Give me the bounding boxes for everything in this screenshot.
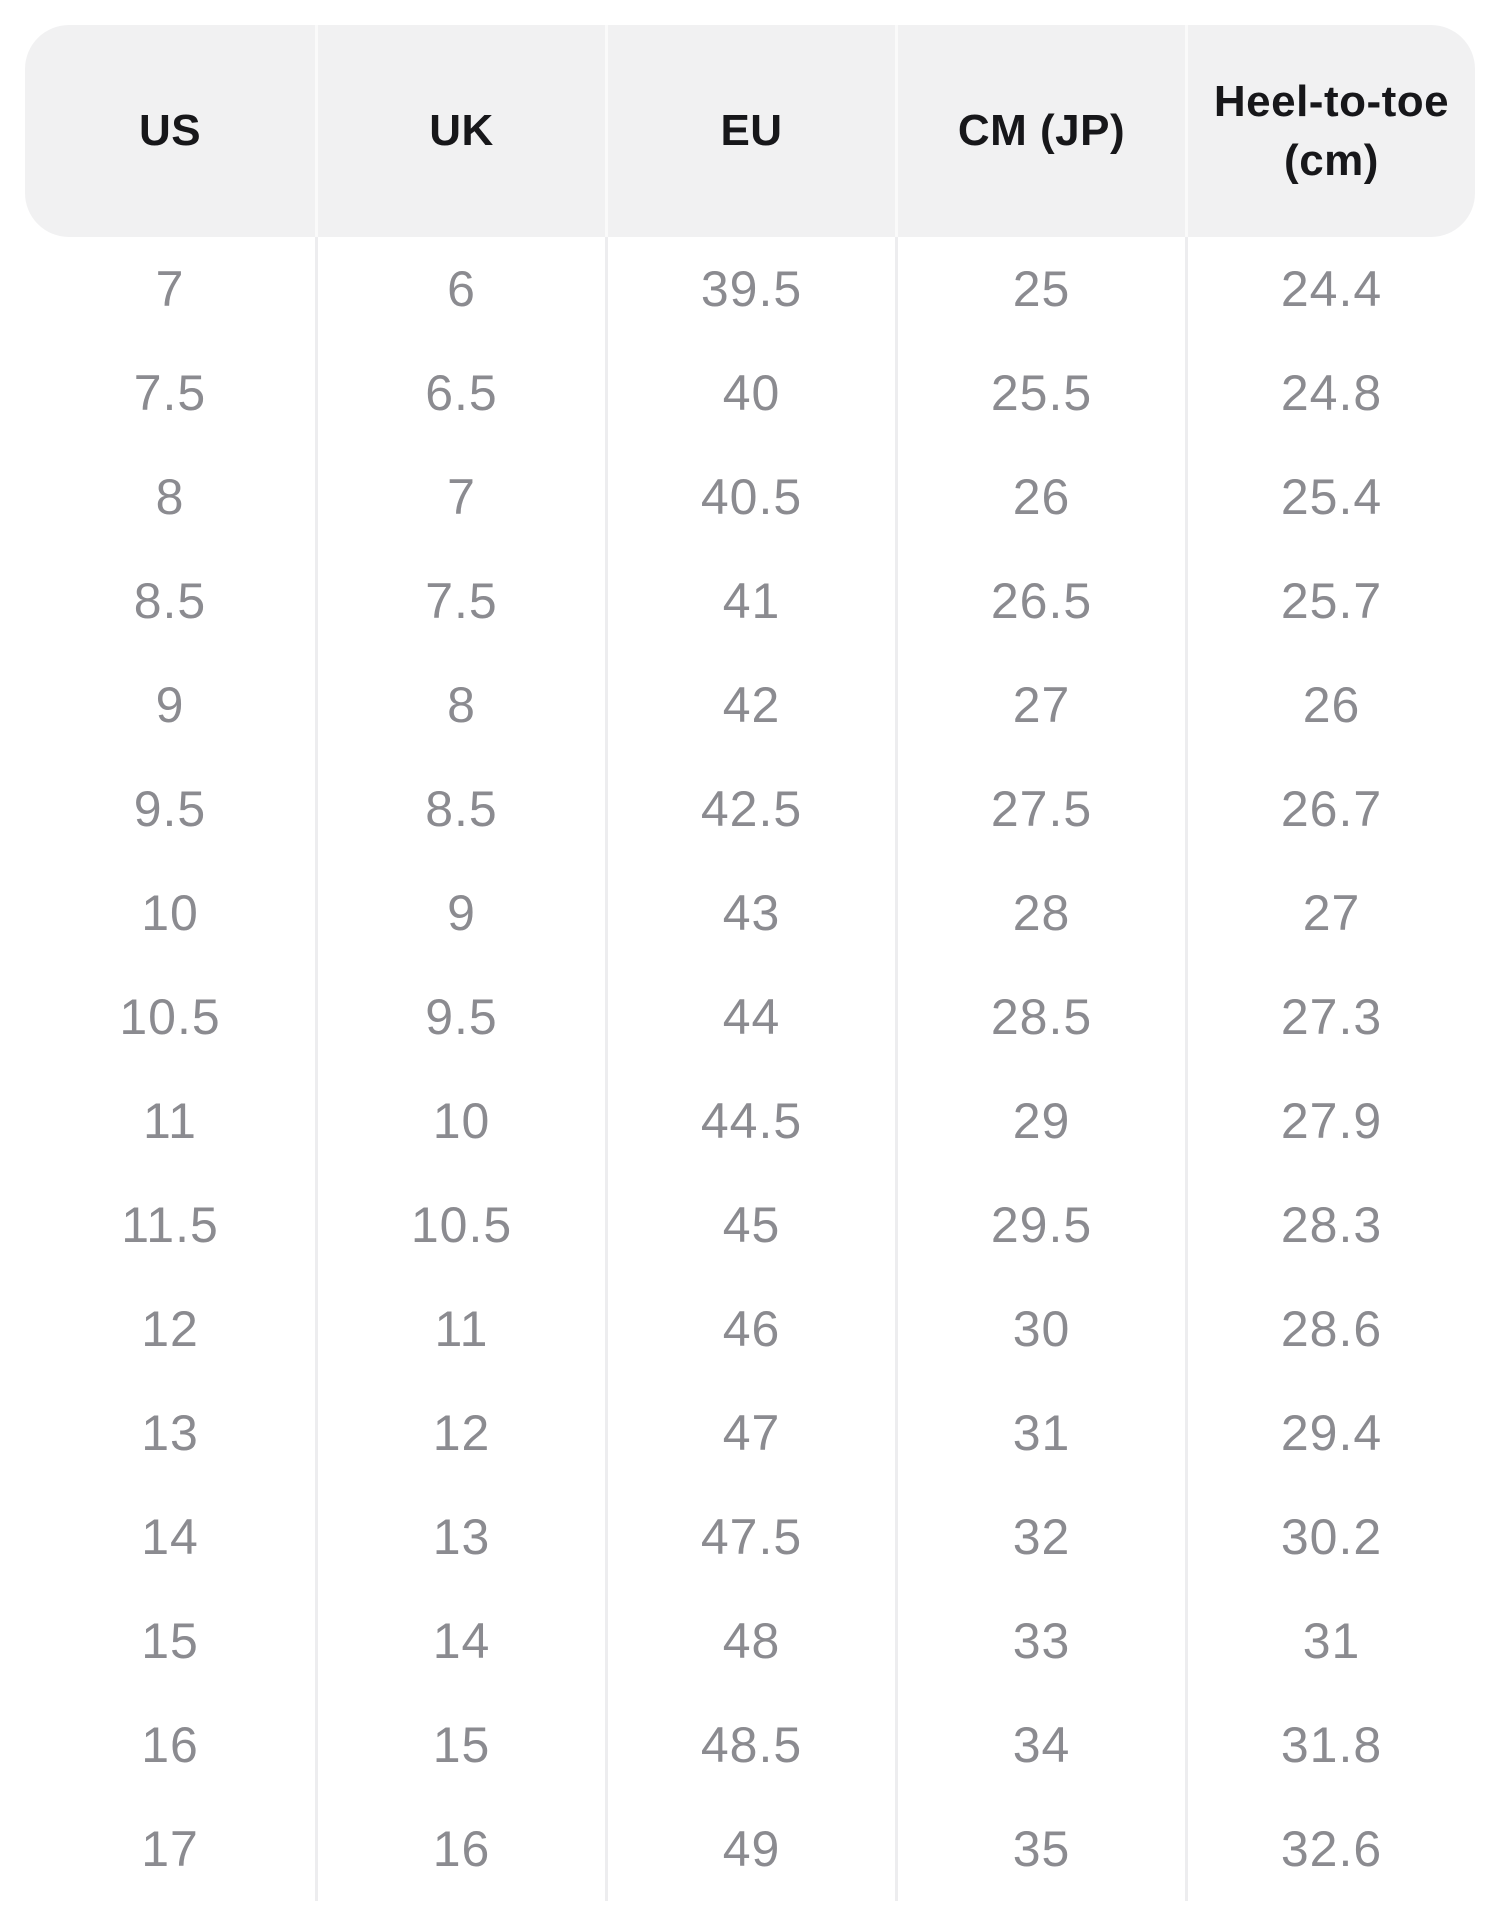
table-cell: 8 bbox=[155, 469, 185, 525]
table-cell: 27.9 bbox=[1185, 1069, 1475, 1173]
table-cell: 7 bbox=[315, 445, 605, 549]
table-cell: 30 bbox=[895, 1277, 1185, 1381]
header-cell-uk: UK bbox=[315, 25, 605, 237]
table-cell: 26.5 bbox=[895, 549, 1185, 653]
table-cell: 8.5 bbox=[315, 757, 605, 861]
table-cell: 27 bbox=[895, 653, 1185, 757]
table-cell: 26 bbox=[895, 445, 1185, 549]
table-cell: 31 bbox=[1185, 1589, 1475, 1693]
table-cell: 16 bbox=[141, 1717, 199, 1773]
table-cell: 12 bbox=[315, 1381, 605, 1485]
table-cell: 10 bbox=[315, 1069, 605, 1173]
table-cell: 7 bbox=[155, 261, 185, 317]
table-cell: 28.6 bbox=[1185, 1277, 1475, 1381]
table-cell: 29.4 bbox=[1185, 1381, 1475, 1485]
table-cell: 27 bbox=[1185, 861, 1475, 965]
table-cell: 47.5 bbox=[605, 1485, 895, 1589]
header-cell-heel-to-toe: Heel-to-toe (cm) bbox=[1185, 25, 1475, 237]
table-cell: 40 bbox=[605, 341, 895, 445]
table-cell: 28 bbox=[895, 861, 1185, 965]
table-cell: 13 bbox=[141, 1405, 199, 1461]
table-cell: 28.3 bbox=[1185, 1173, 1475, 1277]
table-cell: 12 bbox=[141, 1301, 199, 1357]
table-cell: 8 bbox=[315, 653, 605, 757]
table-cell: 35 bbox=[895, 1797, 1185, 1901]
table-cell: 9.5 bbox=[315, 965, 605, 1069]
table-cell: 8.5 bbox=[133, 573, 207, 629]
table-cell: 34 bbox=[895, 1693, 1185, 1797]
table-cell: 31.8 bbox=[1185, 1693, 1475, 1797]
header-cell-eu: EU bbox=[605, 25, 895, 237]
table-cell: 26.7 bbox=[1185, 757, 1475, 861]
table-cell: 49 bbox=[605, 1797, 895, 1901]
table-cell: 30.2 bbox=[1185, 1485, 1475, 1589]
table-cell: 27.5 bbox=[895, 757, 1185, 861]
table-cell: 44 bbox=[605, 965, 895, 1069]
size-conversion-table: US UK EU CM (JP) Heel-to-toe (cm) 7 6 39.5… bbox=[25, 25, 1475, 1901]
table-cell: 6.5 bbox=[315, 341, 605, 445]
table-cell: 48.5 bbox=[605, 1693, 895, 1797]
table-cell: 24.4 bbox=[1185, 237, 1475, 341]
table-cell: 39.5 bbox=[605, 237, 895, 341]
table-cell: 42.5 bbox=[605, 757, 895, 861]
table-cell: 41 bbox=[605, 549, 895, 653]
table-cell: 11 bbox=[143, 1093, 197, 1149]
table-cell: 26 bbox=[1185, 653, 1475, 757]
table-cell: 29.5 bbox=[895, 1173, 1185, 1277]
table-cell: 15 bbox=[315, 1693, 605, 1797]
table-cell: 46 bbox=[605, 1277, 895, 1381]
table-cell: 17 bbox=[141, 1821, 199, 1877]
table-cell: 48 bbox=[605, 1589, 895, 1693]
table-cell: 11.5 bbox=[121, 1197, 219, 1253]
table-cell: 25.4 bbox=[1185, 445, 1475, 549]
table-cell: 29 bbox=[895, 1069, 1185, 1173]
header-cell-cm-jp: CM (JP) bbox=[895, 25, 1185, 237]
table-cell: 43 bbox=[605, 861, 895, 965]
table-cell: 32.6 bbox=[1185, 1797, 1475, 1901]
size-table-body: 7 6 39.5 25 24.4 7.5 6.5 40 25.5 24.8 8 7 40.5 26 25.4… bbox=[25, 237, 1475, 1901]
table-cell: 7.5 bbox=[315, 549, 605, 653]
table-cell: 9.5 bbox=[133, 781, 207, 837]
size-table-header: US UK EU CM (JP) Heel-to-toe (cm) bbox=[25, 25, 1475, 237]
table-cell: 40.5 bbox=[605, 445, 895, 549]
table-cell: 32 bbox=[895, 1485, 1185, 1589]
table-cell: 10.5 bbox=[315, 1173, 605, 1277]
table-cell: 16 bbox=[315, 1797, 605, 1901]
table-cell: 31 bbox=[895, 1381, 1185, 1485]
table-cell: 25 bbox=[895, 237, 1185, 341]
table-cell: 6 bbox=[315, 237, 605, 341]
header-cell-us: US bbox=[138, 106, 202, 156]
table-cell: 25.7 bbox=[1185, 549, 1475, 653]
table-cell: 15 bbox=[141, 1613, 199, 1669]
table-cell: 10 bbox=[141, 885, 199, 941]
table-cell: 47 bbox=[605, 1381, 895, 1485]
table-cell: 27.3 bbox=[1185, 965, 1475, 1069]
table-cell: 9 bbox=[315, 861, 605, 965]
table-cell: 14 bbox=[141, 1509, 199, 1565]
table-cell: 13 bbox=[315, 1485, 605, 1589]
table-cell: 44.5 bbox=[605, 1069, 895, 1173]
table-cell: 24.8 bbox=[1185, 341, 1475, 445]
table-cell: 42 bbox=[605, 653, 895, 757]
table-cell: 28.5 bbox=[895, 965, 1185, 1069]
table-cell: 11 bbox=[315, 1277, 605, 1381]
table-cell: 33 bbox=[895, 1589, 1185, 1693]
table-cell: 10.5 bbox=[119, 989, 221, 1045]
table-cell: 7.5 bbox=[133, 365, 207, 421]
table-cell: 45 bbox=[605, 1173, 895, 1277]
table-cell: 9 bbox=[155, 677, 185, 733]
table-cell: 25.5 bbox=[895, 341, 1185, 445]
table-cell: 14 bbox=[315, 1589, 605, 1693]
